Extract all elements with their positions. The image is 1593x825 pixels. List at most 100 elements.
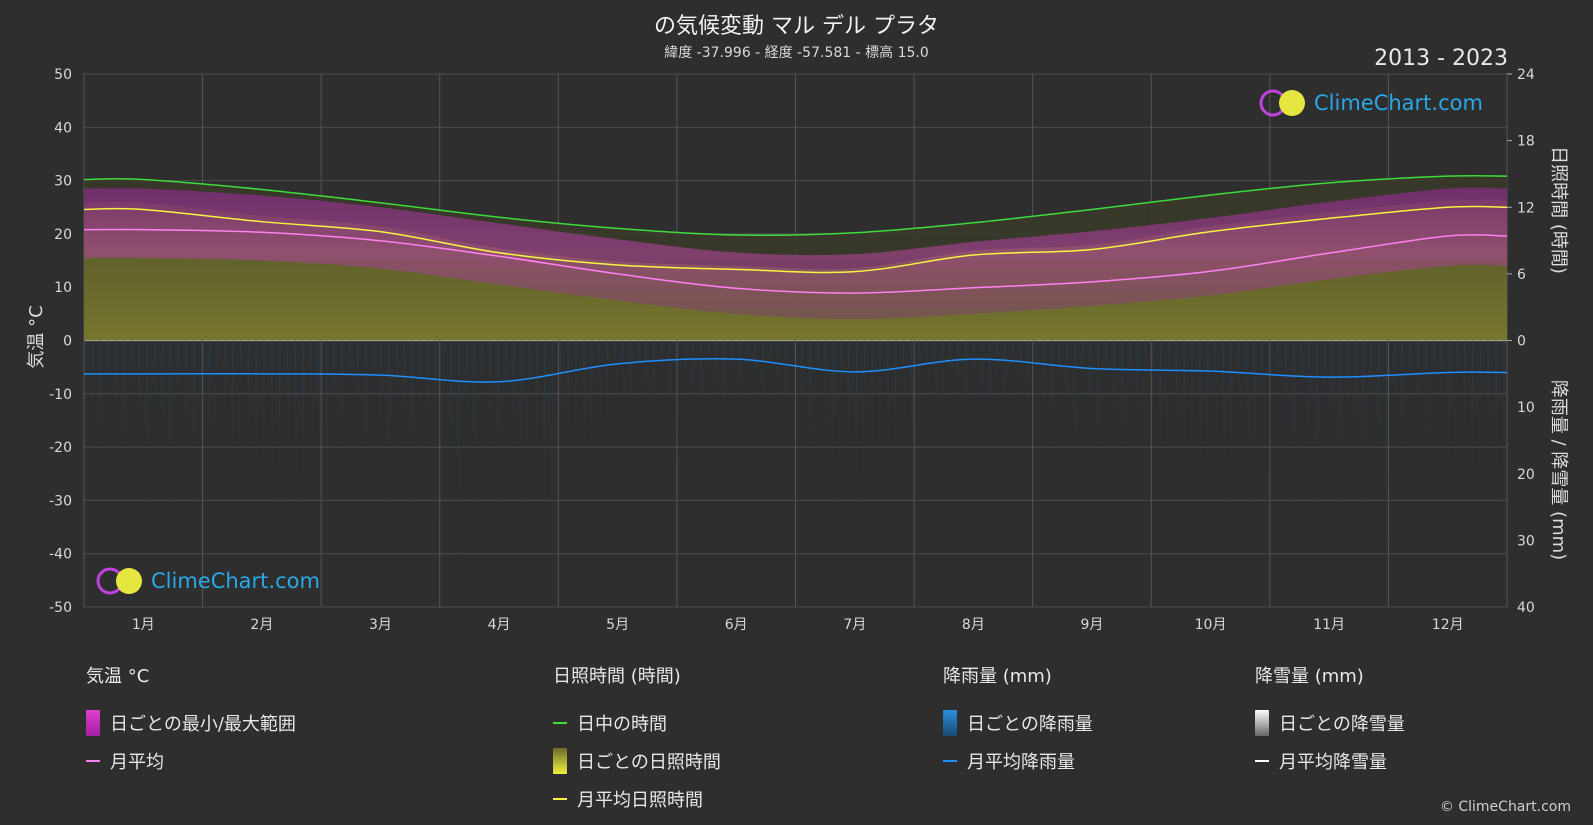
rain-bar xyxy=(1347,340,1349,423)
rain-bar xyxy=(809,340,811,498)
year-range: 2013 - 2023 xyxy=(1374,46,1508,71)
series-lines xyxy=(83,174,1508,383)
rain-bar xyxy=(746,340,749,369)
rain-bar xyxy=(1199,340,1201,448)
right-axis-bottom-title: 降雨量 / 降雪量 (mm) xyxy=(1548,380,1569,560)
rain-bar xyxy=(1308,340,1310,460)
rain-bar xyxy=(193,340,195,524)
rain-bar xyxy=(762,340,764,425)
rain-bar xyxy=(887,340,889,435)
month-label: 12月 xyxy=(1432,617,1464,633)
rain-bar xyxy=(1276,340,1279,396)
rain-bar xyxy=(349,340,351,393)
rain-bar xyxy=(450,340,453,506)
rain-bar xyxy=(801,340,803,451)
rain-bar xyxy=(1167,340,1170,395)
rain-avg-swatch xyxy=(943,760,957,762)
left-tick-label: -30 xyxy=(49,493,72,509)
rain-bar xyxy=(466,340,468,455)
sunshine-swatch xyxy=(553,748,567,774)
rain-bar xyxy=(824,340,827,458)
rain-bar xyxy=(1105,340,1108,411)
rain-bar xyxy=(1378,340,1380,488)
rain-bar xyxy=(310,340,312,424)
rain-bar xyxy=(996,340,998,392)
right-bottom-tick-label: 30 xyxy=(1517,533,1535,549)
month-label: 8月 xyxy=(962,617,985,633)
rain-bar xyxy=(1237,340,1240,418)
left-tick-label: -50 xyxy=(49,600,72,616)
legend-label: 月平均 xyxy=(110,752,164,773)
bands xyxy=(84,175,1507,568)
rain-bar xyxy=(684,340,686,383)
legend-item: 日ごとの降雨量 xyxy=(943,704,1093,742)
month-label: 7月 xyxy=(843,617,866,633)
right-top-tick-label: 6 xyxy=(1517,267,1526,283)
rain-bar xyxy=(1152,340,1154,433)
right-top-tick-label: 0 xyxy=(1517,334,1526,350)
rain-bar xyxy=(247,340,250,449)
rain-bar xyxy=(434,340,437,523)
legend-label: 日ごとの日照時間 xyxy=(577,752,721,773)
rain-bar xyxy=(1417,340,1419,437)
left-tick-label: 30 xyxy=(54,174,72,190)
legend-temperature: 気温 °C 日ごとの最小/最大範囲 月平均 xyxy=(86,662,296,780)
rain-bar xyxy=(169,340,172,516)
rain-bar xyxy=(99,340,102,491)
rain-bar xyxy=(372,340,375,402)
legend-item: 日ごとの降雪量 xyxy=(1255,704,1405,742)
rain-bar xyxy=(1144,340,1147,383)
legend-label: 日ごとの最小/最大範囲 xyxy=(110,714,296,735)
rain-bar xyxy=(1175,340,1178,441)
snow-avg-swatch xyxy=(1255,760,1269,762)
rain-bar xyxy=(294,340,297,466)
left-axis-title: 気温 °C xyxy=(26,305,47,368)
rain-swatch xyxy=(943,710,957,736)
legend-snow-header: 降雪量 (mm) xyxy=(1255,666,1364,687)
rain-bar xyxy=(255,340,258,499)
legend-label: 日ごとの降雨量 xyxy=(967,714,1093,735)
rain-bar xyxy=(1097,340,1100,488)
logo-text: ClimeChart.com xyxy=(1314,91,1483,115)
rain-bar xyxy=(1464,340,1466,453)
rain-bar xyxy=(1362,340,1365,533)
rain-bar xyxy=(1495,340,1497,509)
rain-bar xyxy=(1230,340,1232,502)
legend-item: 月平均日照時間 xyxy=(553,780,721,818)
right-top-tick-label: 24 xyxy=(1517,67,1535,83)
logo-bottom[interactable]: ClimeChart.com xyxy=(95,566,320,596)
rain-bar xyxy=(1315,340,1318,515)
logo-icon xyxy=(1259,89,1305,117)
rain-bar xyxy=(1339,340,1341,524)
rain-bar xyxy=(458,340,460,568)
rain-bar xyxy=(1300,340,1302,405)
left-tick-label: 0 xyxy=(63,334,72,350)
rain-bar xyxy=(863,340,866,427)
chart-subtitle: 緯度 -37.996 - 経度 -57.581 - 標高 15.0 xyxy=(664,45,929,61)
chart-title: の気候変動 マル デル プラタ xyxy=(654,14,939,39)
logo-icon xyxy=(96,567,142,595)
rain-bar xyxy=(676,340,679,458)
logo-top[interactable]: ClimeChart.com xyxy=(1258,88,1483,118)
rain-bar xyxy=(731,340,733,392)
rain-bar xyxy=(333,340,336,436)
rain-bar xyxy=(341,340,343,488)
rain-bar xyxy=(590,340,593,469)
rain-bar xyxy=(91,340,94,441)
month-label: 9月 xyxy=(1080,617,1103,633)
rain-avg-line xyxy=(84,358,1508,383)
rain-bar xyxy=(302,340,304,516)
left-tick-label: 20 xyxy=(54,227,72,243)
rain-bar xyxy=(200,340,203,433)
rain-bar xyxy=(965,340,967,439)
rain-bar xyxy=(551,340,554,434)
rain-bar xyxy=(271,340,273,458)
rain-bar xyxy=(699,340,702,439)
rain-bar xyxy=(848,340,850,466)
rain-bar xyxy=(1432,340,1435,397)
rain-bar xyxy=(138,340,141,458)
rain-bar xyxy=(427,340,429,471)
rain-bar xyxy=(1058,340,1061,397)
sunshine-avg-line xyxy=(83,205,1508,274)
rain-bar xyxy=(1354,340,1357,478)
